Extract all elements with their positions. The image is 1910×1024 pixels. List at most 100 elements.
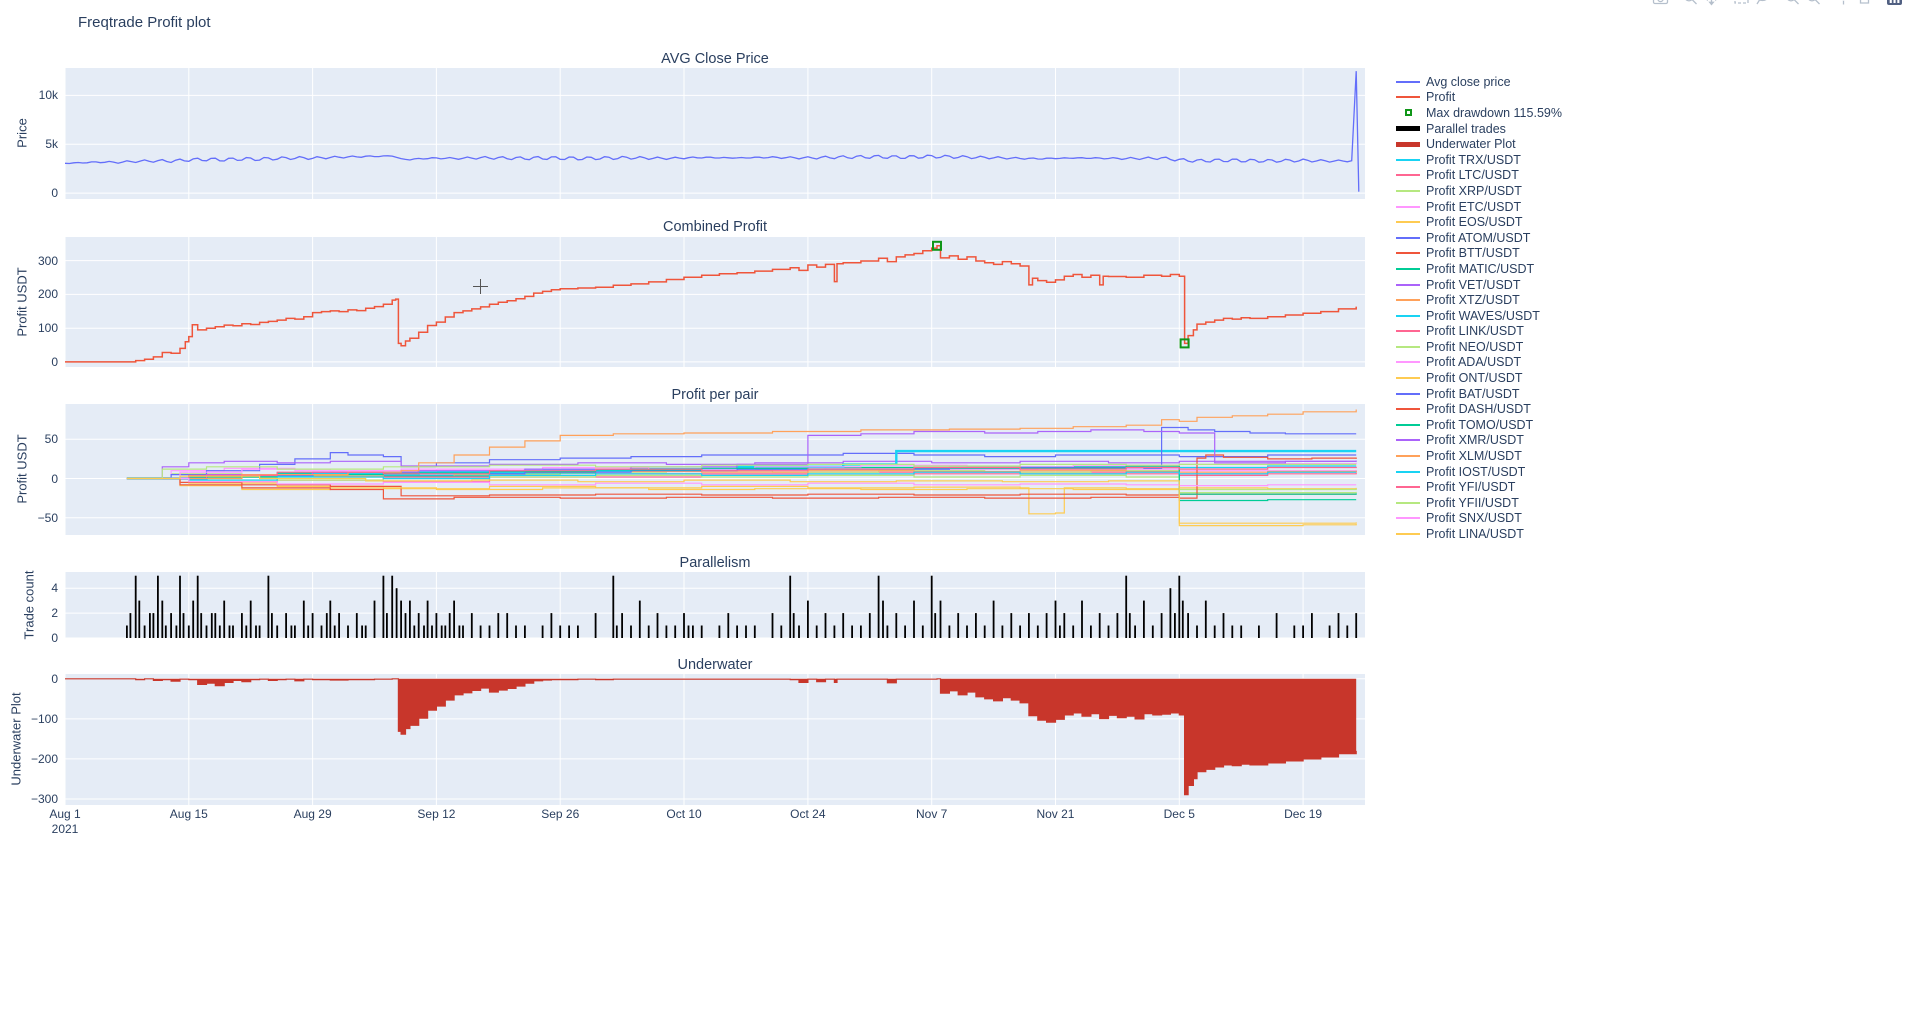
zoom-icon[interactable] xyxy=(1682,0,1700,7)
legend-swatch xyxy=(1396,361,1420,364)
autoscale-icon[interactable] xyxy=(1835,0,1853,7)
legend-label: Underwater Plot xyxy=(1426,137,1516,152)
legend-label: Profit VET/USDT xyxy=(1426,277,1521,292)
legend-swatch xyxy=(1396,267,1420,270)
subplot-title-profit-per-pair: Profit per pair xyxy=(671,387,759,403)
legend-item[interactable]: Profit VET/USDT xyxy=(1396,277,1562,293)
legend-item[interactable]: Profit ETC/USDT xyxy=(1396,199,1562,215)
y-tick-label: 0 xyxy=(51,671,58,686)
legend-swatch xyxy=(1396,80,1420,83)
legend-item[interactable]: Profit YFII/USDT xyxy=(1396,495,1562,511)
legend-item[interactable]: Profit TOMO/USDT xyxy=(1396,417,1562,433)
legend-swatch xyxy=(1396,96,1420,99)
legend-item[interactable]: Profit ADA/USDT xyxy=(1396,355,1562,371)
legend-item[interactable]: Profit MATIC/USDT xyxy=(1396,261,1562,277)
legend-label: Profit XLM/USDT xyxy=(1426,449,1522,464)
legend-label: Profit IOST/USDT xyxy=(1426,464,1526,479)
legend-item[interactable]: Profit XTZ/USDT xyxy=(1396,292,1562,308)
subplot-title-underwater: Underwater xyxy=(677,657,753,673)
legend-item[interactable]: Underwater Plot xyxy=(1396,136,1562,152)
y-tick-label: 2 xyxy=(51,606,58,621)
legend-item[interactable]: Profit XRP/USDT xyxy=(1396,183,1562,199)
legend-item[interactable]: Profit BAT/USDT xyxy=(1396,386,1562,402)
y-tick-label: 0 xyxy=(51,186,58,201)
legend-item[interactable]: Profit xyxy=(1396,90,1562,106)
legend-item[interactable]: Profit ATOM/USDT xyxy=(1396,230,1562,246)
y-tick-label: −300 xyxy=(30,791,58,806)
crosshair-cursor xyxy=(473,279,488,294)
legend-swatch xyxy=(1396,470,1420,473)
legend-item[interactable]: Profit LINA/USDT xyxy=(1396,526,1562,542)
x-tick-label: Dec 19 xyxy=(1284,807,1323,821)
legend-item[interactable]: Profit NEO/USDT xyxy=(1396,339,1562,355)
legend-swatch xyxy=(1396,517,1420,520)
legend-swatch xyxy=(1396,486,1420,489)
box-select-icon[interactable] xyxy=(1733,0,1751,7)
legend-label: Profit TRX/USDT xyxy=(1426,152,1521,167)
zoom-in-icon[interactable] xyxy=(1784,0,1802,7)
legend-label: Avg close price xyxy=(1426,74,1511,89)
legend-item[interactable]: Profit ONT/USDT xyxy=(1396,370,1562,386)
legend-swatch xyxy=(1396,345,1420,348)
legend-swatch xyxy=(1396,439,1420,442)
legend-swatch xyxy=(1396,408,1420,411)
legend-swatch xyxy=(1396,174,1420,177)
legend-swatch xyxy=(1396,299,1420,302)
legend-item[interactable]: Profit SNX/USDT xyxy=(1396,511,1562,527)
legend-swatch xyxy=(1396,189,1420,192)
legend-swatch xyxy=(1396,109,1420,117)
legend-item[interactable]: Profit BTT/USDT xyxy=(1396,246,1562,262)
legend-item[interactable]: Profit EOS/USDT xyxy=(1396,214,1562,230)
legend-item[interactable]: Parallel trades xyxy=(1396,121,1562,137)
y-tick-label: 0 xyxy=(51,631,58,645)
subplot-title-combined-profit: Combined Profit xyxy=(663,219,767,235)
zoom-out-icon[interactable] xyxy=(1805,0,1823,7)
plotly-logo[interactable] xyxy=(1886,0,1904,7)
x-tick-sublabel: 2021 xyxy=(51,822,79,836)
y-axis-title-price: Price xyxy=(14,118,30,148)
legend-label: Profit ADA/USDT xyxy=(1426,355,1522,370)
legend-label: Profit NEO/USDT xyxy=(1426,339,1524,354)
x-tick-label: Nov 7 xyxy=(915,807,948,821)
legend-label: Profit SNX/USDT xyxy=(1426,511,1522,526)
lasso-icon[interactable] xyxy=(1754,0,1772,7)
subplot-title-avg-close-price: AVG Close Price xyxy=(661,51,769,67)
legend-label: Profit WAVES/USDT xyxy=(1426,308,1540,323)
legend-label: Profit LTC/USDT xyxy=(1426,168,1519,183)
legend-label: Profit TOMO/USDT xyxy=(1426,417,1534,432)
legend-item[interactable]: Profit XMR/USDT xyxy=(1396,433,1562,449)
legend-item[interactable]: Profit YFI/USDT xyxy=(1396,479,1562,495)
legend-item[interactable]: Avg close price xyxy=(1396,74,1562,90)
legend-item[interactable]: Profit LTC/USDT xyxy=(1396,168,1562,184)
legend-swatch xyxy=(1396,377,1420,380)
profit-per-pair-chart[interactable] xyxy=(65,404,1365,535)
legend-item[interactable]: Profit IOST/USDT xyxy=(1396,464,1562,480)
legend-swatch xyxy=(1396,392,1420,395)
legend-label: Max drawdown 115.59% xyxy=(1426,105,1562,120)
underwater-chart[interactable] xyxy=(65,674,1365,805)
legend-swatch xyxy=(1396,455,1420,458)
legend-item[interactable]: Profit XLM/USDT xyxy=(1396,448,1562,464)
pan-icon[interactable] xyxy=(1703,0,1721,7)
reset-axes-icon[interactable] xyxy=(1856,0,1874,7)
x-tick-label: Oct 10 xyxy=(666,807,702,821)
legend-item[interactable]: Profit TRX/USDT xyxy=(1396,152,1562,168)
legend-swatch xyxy=(1396,252,1420,255)
legend-swatch xyxy=(1396,236,1420,239)
y-axis-title-trade-count: Trade count xyxy=(21,570,37,640)
legend-label: Profit XRP/USDT xyxy=(1426,183,1522,198)
legend-item[interactable]: Profit DASH/USDT xyxy=(1396,401,1562,417)
legend-swatch xyxy=(1396,221,1420,224)
avg-close-price-chart[interactable] xyxy=(65,68,1365,199)
legend-swatch xyxy=(1396,141,1420,147)
parallelism-chart[interactable] xyxy=(65,572,1365,638)
camera-icon[interactable] xyxy=(1652,0,1670,7)
combined-profit-chart[interactable] xyxy=(65,237,1365,367)
legend-item[interactable]: Profit LINK/USDT xyxy=(1396,324,1562,340)
legend-label: Profit xyxy=(1426,90,1456,105)
legend-item[interactable]: Max drawdown 115.59% xyxy=(1396,105,1562,121)
y-tick-label: 5k xyxy=(45,137,58,152)
legend-item[interactable]: Profit WAVES/USDT xyxy=(1396,308,1562,324)
y-tick-label: 4 xyxy=(51,581,58,596)
